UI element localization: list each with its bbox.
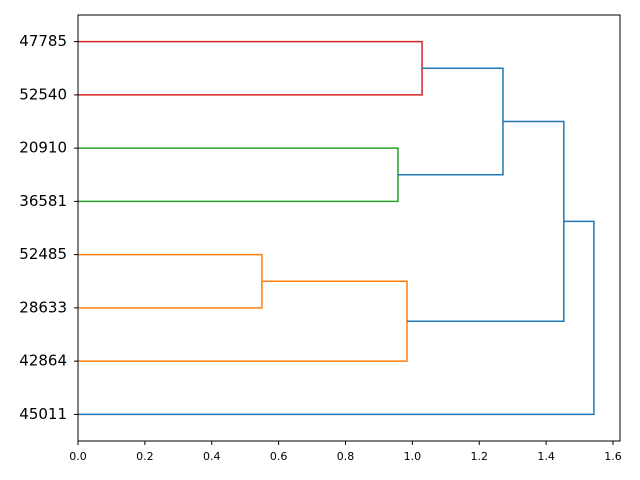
leaf-label: 45011 xyxy=(19,405,67,423)
x-tick-label: 1.4 xyxy=(537,450,555,463)
leaf-label: 47785 xyxy=(19,32,67,50)
link xyxy=(407,120,565,322)
link xyxy=(78,40,423,96)
link xyxy=(78,220,595,416)
x-tick-label: 1.0 xyxy=(404,450,422,463)
x-tick-label: 0.8 xyxy=(337,450,355,463)
leaf-label: 42864 xyxy=(19,352,67,370)
plot-frame xyxy=(77,14,621,442)
x-tick-label: 0.2 xyxy=(136,450,154,463)
link xyxy=(78,147,399,203)
leaf-label: 36581 xyxy=(19,192,67,210)
x-tick-label: 0.4 xyxy=(203,450,221,463)
leaf-label: 52540 xyxy=(19,85,67,103)
x-tick-label: 1.6 xyxy=(604,450,622,463)
x-tick-label: 0.6 xyxy=(270,450,288,463)
leaf-label: 28633 xyxy=(19,298,67,316)
x-tick-label: 1.2 xyxy=(470,450,488,463)
x-tick-label: 0.0 xyxy=(69,450,87,463)
link xyxy=(78,253,263,309)
link xyxy=(397,67,504,176)
link xyxy=(78,280,408,362)
leaf-label: 20910 xyxy=(19,139,67,157)
leaf-label: 52485 xyxy=(19,245,67,263)
